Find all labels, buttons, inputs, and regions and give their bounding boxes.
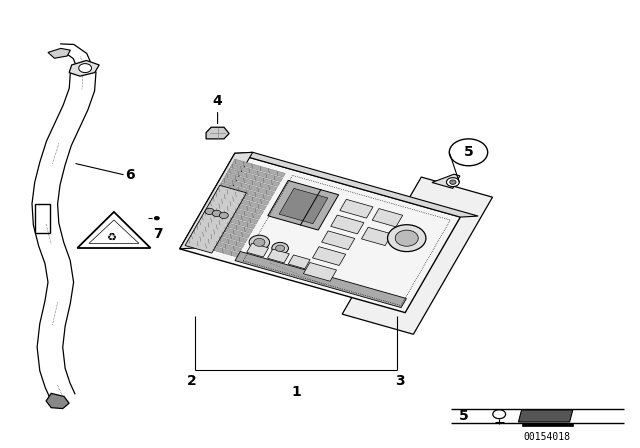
Polygon shape [235,152,478,217]
Circle shape [450,180,456,185]
Polygon shape [362,227,392,246]
Polygon shape [342,177,493,334]
Polygon shape [288,255,310,269]
Polygon shape [331,215,364,234]
Polygon shape [303,263,337,281]
Polygon shape [205,206,258,224]
Polygon shape [268,249,289,263]
Text: 4: 4 [212,94,223,108]
Text: 00154018: 00154018 [524,432,571,442]
Polygon shape [219,183,272,201]
Polygon shape [69,60,99,76]
Polygon shape [61,44,93,69]
Polygon shape [211,197,264,215]
Polygon shape [372,209,403,227]
Circle shape [220,212,228,219]
Polygon shape [322,231,355,250]
Text: 3: 3 [395,374,405,388]
Polygon shape [209,202,261,220]
Polygon shape [189,234,242,252]
Polygon shape [187,239,239,257]
Polygon shape [200,215,253,233]
Text: ♻: ♻ [106,233,116,242]
Circle shape [249,235,269,250]
Polygon shape [46,393,69,409]
Text: 6: 6 [125,168,134,182]
Polygon shape [246,243,269,257]
Text: 1: 1 [291,385,301,399]
Circle shape [447,178,460,187]
Polygon shape [518,410,573,422]
Polygon shape [192,230,244,248]
Circle shape [388,225,426,252]
Polygon shape [32,71,96,399]
Polygon shape [222,178,275,196]
Polygon shape [312,247,346,266]
Polygon shape [227,168,280,186]
Polygon shape [214,192,266,210]
Polygon shape [185,185,246,253]
Text: 5: 5 [463,145,474,159]
Polygon shape [206,127,229,139]
Polygon shape [77,212,150,248]
Circle shape [79,64,92,73]
Polygon shape [48,48,70,58]
Polygon shape [432,174,460,188]
Text: ........................................: ........................................ [268,259,326,286]
Polygon shape [198,220,250,238]
Polygon shape [235,251,406,308]
Polygon shape [225,173,277,191]
Polygon shape [216,187,269,205]
Polygon shape [340,199,373,218]
Circle shape [205,208,214,215]
Circle shape [396,230,419,246]
Text: 5: 5 [459,409,469,423]
Circle shape [154,216,159,220]
Polygon shape [279,189,328,224]
Polygon shape [195,225,248,243]
Circle shape [253,238,265,246]
Polygon shape [522,423,573,426]
Polygon shape [180,153,460,313]
Polygon shape [180,152,253,249]
Circle shape [212,210,221,216]
Polygon shape [203,211,255,229]
Polygon shape [233,159,285,177]
Text: 7: 7 [154,227,163,241]
Circle shape [276,245,285,251]
Polygon shape [268,181,339,230]
Polygon shape [230,164,283,182]
Text: 2: 2 [187,374,197,388]
Circle shape [272,242,289,254]
